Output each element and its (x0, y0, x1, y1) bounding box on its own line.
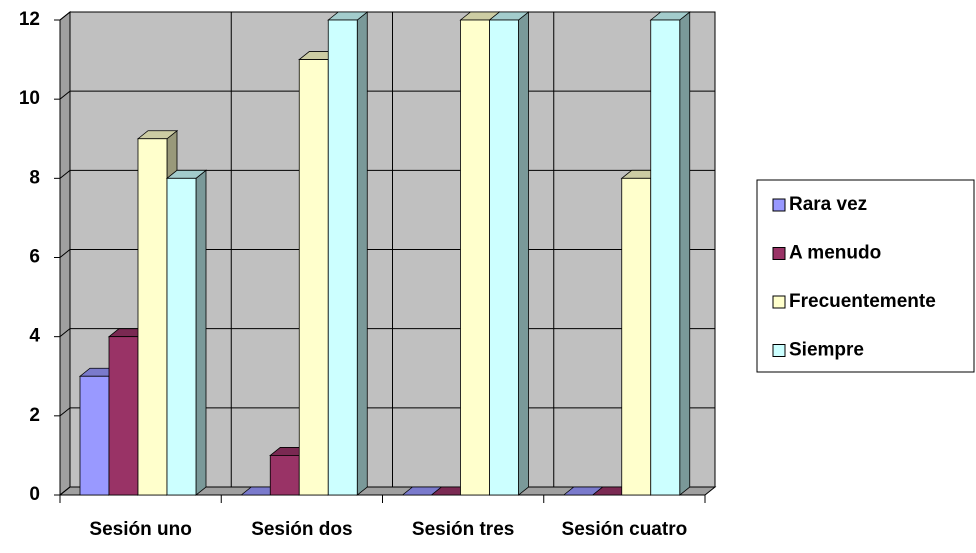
x-tick-label: Sesión cuatro (562, 519, 688, 540)
bar-front (269, 455, 300, 496)
legend-swatch (772, 295, 786, 309)
bar-front (650, 19, 681, 496)
bar-front (137, 138, 168, 496)
bar-front (108, 336, 139, 496)
bar-front (621, 177, 652, 496)
y-tick-label: 0 (29, 484, 40, 505)
bar-side (518, 11, 529, 496)
bar (327, 11, 369, 496)
legend-label: Siempre (789, 340, 864, 361)
legend-label: A menudo (789, 243, 881, 264)
bar (649, 11, 691, 496)
bar (488, 11, 530, 496)
legend-swatch (772, 198, 786, 212)
x-tick-label: Sesión tres (412, 519, 514, 540)
bar (165, 169, 208, 496)
bar-front (327, 19, 358, 496)
bar-front (489, 19, 519, 496)
y-tick-label: 8 (29, 167, 40, 188)
bar-front (298, 59, 329, 496)
y-tick-label: 2 (29, 405, 40, 426)
y-tick-label: 10 (19, 88, 40, 109)
legend-label: Rara vez (789, 194, 867, 215)
bar-front (166, 177, 197, 496)
y-tick-label: 6 (29, 247, 40, 268)
bar-side (356, 11, 368, 496)
x-tick-label: Sesión dos (251, 519, 352, 540)
bar-front (79, 375, 110, 496)
legend-swatch (772, 344, 786, 357)
bar-front (460, 19, 490, 496)
bar-side (679, 11, 691, 496)
legend-swatch (772, 247, 786, 260)
y-tick-label: 4 (29, 326, 40, 347)
legend-label: Frecuentemente (789, 291, 936, 312)
x-tick-label: Sesión uno (89, 519, 191, 540)
y-tick-label: 12 (19, 9, 40, 30)
bar-side (195, 169, 207, 496)
legend-box (756, 179, 975, 373)
